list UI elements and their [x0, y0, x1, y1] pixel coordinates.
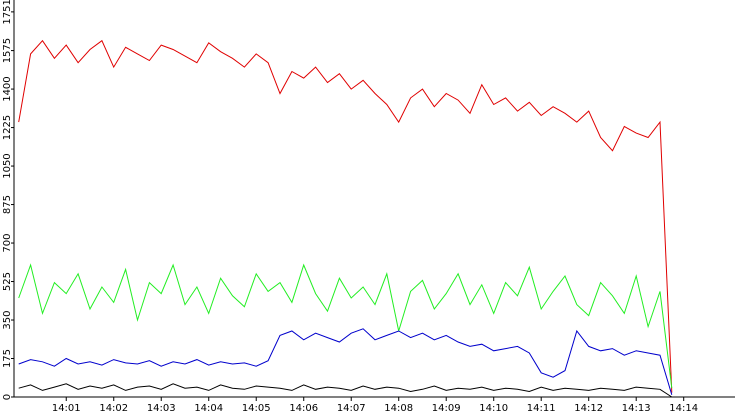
y-tick-label: 700 [2, 233, 13, 252]
series-line [18, 39, 673, 393]
x-tick-label: 14:08 [384, 403, 413, 414]
x-tick-label: 14:04 [194, 403, 223, 414]
x-tick-label: 14:09 [432, 403, 461, 414]
y-tick-label: 350 [2, 310, 13, 329]
x-tick-label: 14:03 [147, 403, 176, 414]
x-tick-label: 14:02 [99, 403, 128, 414]
x-tick-label: 14:13 [622, 403, 651, 414]
x-tick-label: 14:10 [479, 403, 508, 414]
y-tick-label: 175 [2, 349, 13, 368]
series-line [18, 383, 673, 398]
series-line [18, 328, 673, 395]
y-tick-label: 525 [2, 272, 13, 291]
x-tick-label: 14:12 [574, 403, 603, 414]
series-line [18, 263, 673, 389]
x-tick-label: 14:06 [289, 403, 318, 414]
y-tick-label: 1050 [2, 153, 13, 178]
x-tick-label: 14:01 [52, 403, 81, 414]
y-tick-label: 1575 [2, 38, 13, 63]
y-tick-label: 875 [2, 195, 13, 214]
y-tick-label: 1751 [2, 0, 13, 25]
y-tick-label: 1400 [2, 76, 13, 101]
x-tick-label: 14:14 [669, 403, 698, 414]
x-tick-label: 14:07 [337, 403, 366, 414]
y-tick-label: 0 [2, 394, 13, 400]
y-tick-label: 1225 [2, 115, 13, 140]
x-tick-label: 14:11 [527, 403, 556, 414]
x-tick-label: 14:05 [242, 403, 271, 414]
